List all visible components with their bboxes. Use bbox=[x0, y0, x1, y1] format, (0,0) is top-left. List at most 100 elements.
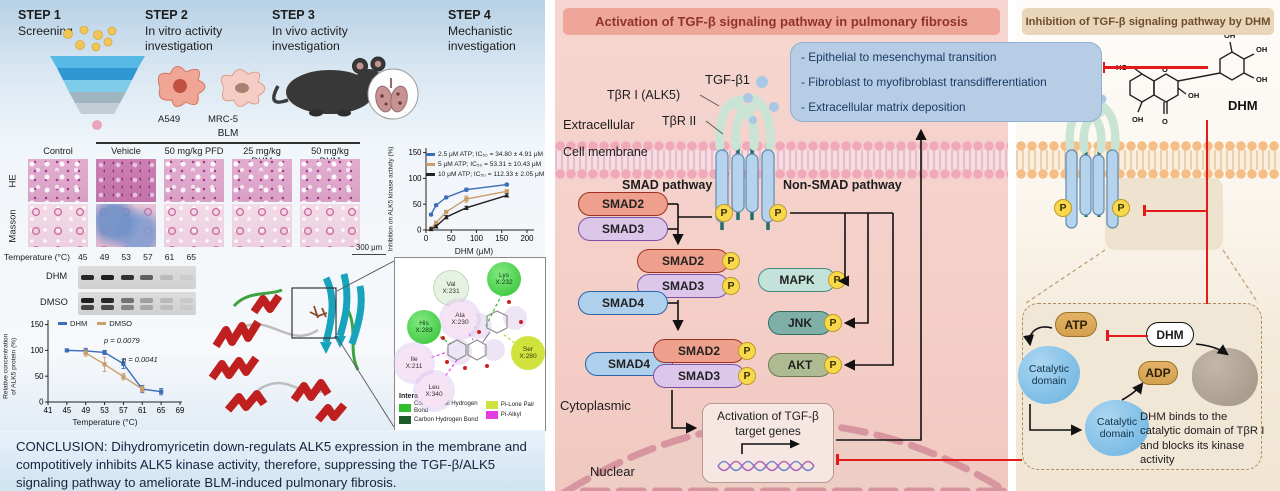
carbon-hbond-label: Carbon Hydrogen Bond bbox=[414, 416, 479, 424]
inhibit-atp-tbar bbox=[1106, 330, 1109, 341]
svg-text:65: 65 bbox=[157, 406, 166, 415]
dhm-action-line bbox=[1205, 120, 1208, 304]
thermal-shift-chart: 0 50 100 150 41 45 49 53 57 61 65 69 bbox=[30, 320, 185, 415]
phospho-smad2-pill: SMAD2 bbox=[637, 249, 729, 273]
phospho-badge: P bbox=[1112, 199, 1130, 217]
legend-dhm: DHM bbox=[70, 318, 88, 328]
thermal-chart-xlabel: Temperature (°C) bbox=[72, 417, 138, 427]
inhibit-atp-line bbox=[1108, 334, 1148, 337]
hbond-label: Conventional Hydrogen Bond bbox=[414, 400, 478, 414]
target-genes-box: Activation of TGF-β target genes bbox=[702, 403, 834, 483]
inhibit-genes-tbar bbox=[836, 454, 839, 465]
cytoplasmic-label: Cytoplasmic bbox=[560, 398, 631, 413]
inhibition-header: Inhibition of TGF-β signaling pathway by… bbox=[1022, 8, 1274, 35]
mapk-pill: MAPK bbox=[758, 268, 836, 292]
masson-pfd50-image bbox=[164, 204, 224, 247]
pi-alkyl-swatch bbox=[485, 411, 498, 419]
svg-text:45: 45 bbox=[63, 406, 72, 415]
ligand-interaction-diagram: Lys X:232 Val X:231 Ala X:230 His X:283 Ile X… bbox=[394, 257, 546, 431]
kinase-chart-ylabel: Inhibition on ALK5 kinase activity (%) bbox=[387, 146, 395, 252]
phospho-badge: P bbox=[738, 342, 756, 360]
residue-lys232: Lys X:232 bbox=[487, 262, 521, 296]
blot-dhm-label: DHM bbox=[46, 271, 68, 281]
masson-staining-row bbox=[28, 204, 360, 247]
binding-site-zoom-box bbox=[291, 287, 337, 339]
masson-vehicle-image bbox=[96, 204, 156, 247]
svg-text:OH: OH bbox=[1224, 31, 1235, 40]
pi-alkyl-label: Pi-Alkyl bbox=[500, 410, 522, 418]
legend-swatch bbox=[58, 321, 67, 325]
atp-oval: ATP bbox=[1055, 312, 1097, 337]
extracellular-label: Extracellular bbox=[563, 117, 635, 132]
he-dhm25-image bbox=[232, 159, 292, 202]
smad2-pill: SMAD2 bbox=[578, 192, 668, 216]
residue-his283: His X:283 bbox=[407, 310, 441, 344]
hbond-swatch bbox=[399, 403, 411, 412]
col-control: Control bbox=[43, 146, 73, 156]
svg-text:100: 100 bbox=[470, 234, 484, 243]
masson-dhm25-image bbox=[232, 204, 292, 247]
svg-text:100: 100 bbox=[30, 346, 44, 355]
residue-val231: Val X:231 bbox=[433, 270, 469, 306]
residue-leu340: Leu X:340 bbox=[417, 374, 451, 408]
cell-lines-icon bbox=[157, 66, 266, 107]
tgfb1-label: TGF-β1 bbox=[705, 72, 751, 87]
kinase-chart-xlabel: DHM (μM) bbox=[454, 246, 494, 256]
akt-pill: AKT bbox=[768, 353, 832, 377]
svg-text:150: 150 bbox=[30, 320, 44, 329]
legend-dmso: DMSO bbox=[109, 318, 133, 328]
smad2-complex-pill: SMAD2 bbox=[653, 339, 745, 363]
svg-text:0: 0 bbox=[39, 398, 44, 407]
kinase-chart-legend: 2.5 μM ATP; IC₅₀ = 34.80 ± 4.91 μM 5 μM … bbox=[426, 149, 544, 179]
step-4-title: STEP 4 bbox=[448, 8, 491, 22]
step-1-title: STEP 1 bbox=[18, 8, 61, 22]
step-2-subtitle: In vitro activity investigation bbox=[145, 23, 223, 53]
dhm-cell-membrane-band bbox=[1016, 141, 1280, 179]
inhibit-effects-tbar bbox=[1102, 61, 1105, 73]
svg-text:49: 49 bbox=[81, 406, 90, 415]
residue-ile211: Ile X:211 bbox=[397, 346, 431, 380]
jnk-pill: JNK bbox=[768, 311, 832, 335]
step-3-title: STEP 3 bbox=[272, 8, 315, 22]
fibrosis-effects-box: - Epithelial to mesenchymal transition -… bbox=[790, 42, 1102, 122]
catalytic-domain-blob-free: Catalytic domain bbox=[1018, 346, 1080, 404]
svg-text:0: 0 bbox=[424, 234, 429, 243]
alk5-protein-structure bbox=[208, 273, 365, 423]
effect-ecm: - Extracellular matrix deposition bbox=[801, 99, 966, 114]
smad4-pill: SMAD4 bbox=[578, 291, 668, 315]
conclusion-text: CONCLUSION: Dihydromyricetin down-regula… bbox=[16, 439, 527, 491]
svg-text:OH: OH bbox=[1188, 91, 1199, 100]
svg-text:50: 50 bbox=[35, 372, 44, 381]
p-value-annotation-1: p = 0.0079 bbox=[104, 336, 140, 345]
col-pfd50: 50 mg/kg PFD bbox=[164, 146, 224, 156]
dhm-chemical-structure: HO OH O OH O OH OH OH DHM bbox=[1116, 31, 1267, 126]
he-row-label: HE bbox=[8, 174, 20, 188]
step-1: STEP 1 Screening bbox=[18, 8, 128, 39]
lungs-icon bbox=[375, 78, 408, 113]
pi-lone-pair-label: Pi-Lone Pair bbox=[500, 400, 535, 408]
svg-text:69: 69 bbox=[176, 406, 185, 415]
phospho-badge: P bbox=[769, 204, 787, 222]
svg-text:41: 41 bbox=[44, 406, 53, 415]
step-2: STEP 2 In vitro activity investigation bbox=[145, 8, 260, 54]
cell-membrane-label: Cell membrane bbox=[563, 145, 648, 159]
svg-text:100: 100 bbox=[408, 174, 422, 183]
svg-text:O: O bbox=[1162, 117, 1168, 126]
svg-text:57: 57 bbox=[119, 406, 128, 415]
phospho-badge: P bbox=[828, 271, 846, 289]
residue-ala230: Ala X:230 bbox=[443, 302, 477, 336]
bound-ligand-icon bbox=[309, 305, 328, 319]
step-2-title: STEP 2 bbox=[145, 8, 188, 22]
cell-line-mrc5-label: MRC-5 bbox=[208, 114, 239, 125]
blot-dmso-strip bbox=[78, 292, 196, 315]
thermal-chart-ylabel: Relative concentration of ALK5 protein (… bbox=[2, 333, 18, 399]
he-vehicle-image bbox=[96, 159, 156, 202]
svg-text:200: 200 bbox=[520, 234, 534, 243]
smad3-complex-pill: SMAD3 bbox=[653, 364, 745, 388]
svg-text:53: 53 bbox=[100, 406, 109, 415]
svg-text:OH: OH bbox=[1256, 45, 1267, 54]
conclusion-box: CONCLUSION: Dihydromyricetin down-regula… bbox=[0, 430, 545, 491]
target-genes-label: Activation of TGF-β target genes bbox=[717, 409, 819, 438]
smad3-pill: SMAD3 bbox=[578, 217, 668, 241]
